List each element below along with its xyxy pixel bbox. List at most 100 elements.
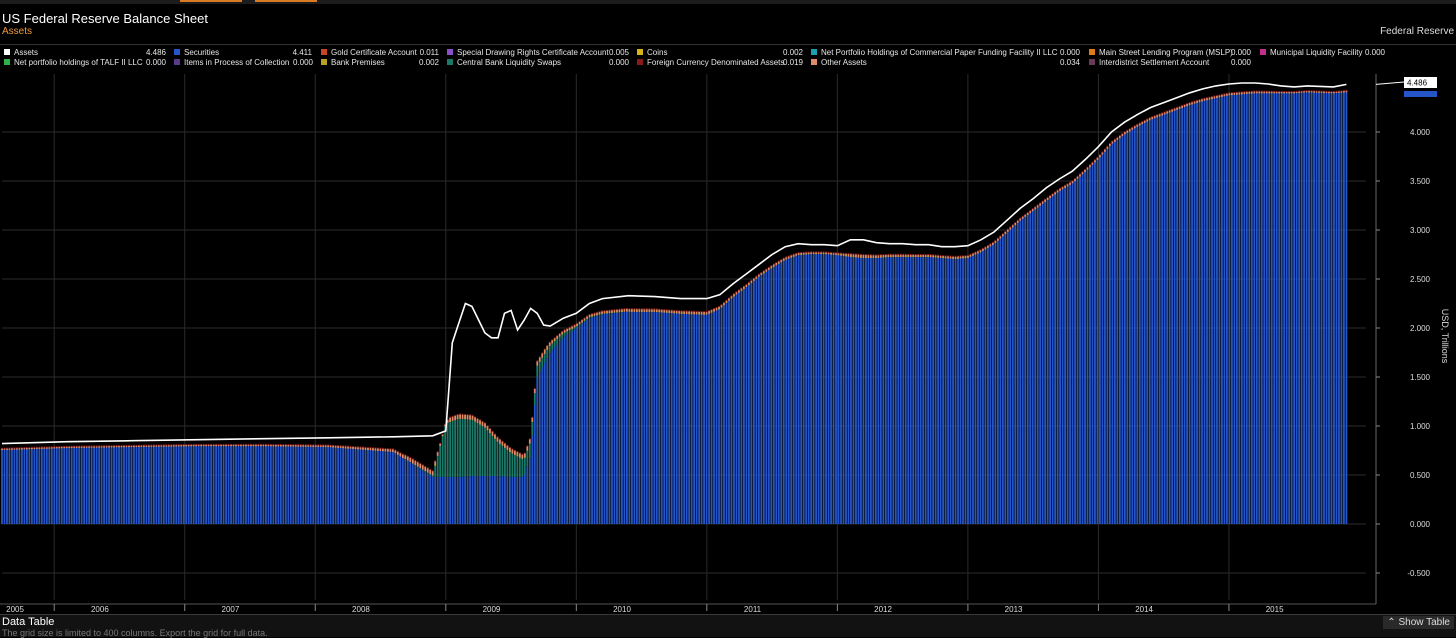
other-assets-bar: [802, 252, 805, 255]
other-assets-bar: [152, 445, 155, 447]
foreign-assets-bar: [105, 445, 108, 447]
foreign-assets-bar: [230, 443, 232, 445]
liquidity-swaps-bar: [479, 424, 481, 476]
legend-entry[interactable]: Coins: [637, 48, 667, 58]
bank-premises-bar: [613, 311, 616, 313]
legend-value: 0.005: [608, 48, 629, 57]
securities-bar: [665, 312, 668, 524]
foreign-assets-bar: [1014, 221, 1017, 223]
securities-bar: [1009, 229, 1012, 524]
foreign-assets-bar: [593, 312, 596, 314]
foreign-assets-bar: [421, 464, 424, 466]
legend-entry[interactable]: Assets: [4, 48, 38, 58]
securities-bar: [1183, 106, 1186, 524]
legend-entry[interactable]: Interdistrict Settlement Account: [1089, 58, 1209, 68]
other-assets-bar: [521, 454, 524, 459]
other-assets-bar: [459, 414, 461, 419]
legend-entry[interactable]: Securities: [174, 48, 219, 58]
legend-entry[interactable]: Gold Certificate Account: [321, 48, 417, 58]
legend-entry[interactable]: Other Assets: [811, 58, 867, 68]
foreign-assets-bar: [837, 252, 840, 254]
securities-bar: [115, 446, 118, 524]
legend-entry[interactable]: Foreign Currency Denominated Assets: [637, 58, 784, 68]
bank-premises-bar: [912, 255, 915, 257]
securities-bar: [690, 313, 693, 524]
top-tab-1[interactable]: [180, 0, 242, 2]
other-assets-bar: [309, 445, 312, 447]
y-tick-label: 3.500: [1410, 177, 1431, 186]
legend-entry[interactable]: Main Street Lending Program (MSLP): [1089, 48, 1233, 58]
securities-bar: [1096, 159, 1099, 525]
securities-bar: [1208, 99, 1211, 525]
other-assets-bar: [165, 445, 168, 447]
other-assets-bar: [387, 448, 389, 452]
legend-entry[interactable]: Items in Process of Collection: [174, 58, 289, 68]
legend-entry[interactable]: Central Bank Liquidity Swaps: [447, 58, 561, 68]
other-assets-bar: [855, 254, 857, 258]
other-assets-bar: [100, 446, 103, 448]
foreign-assets-bar: [528, 438, 531, 440]
foreign-assets-bar: [725, 299, 728, 301]
securities-bar: [924, 256, 927, 524]
foreign-assets-bar: [23, 447, 26, 449]
legend-entry[interactable]: Municipal Liquidity Facility: [1260, 48, 1362, 58]
other-assets-bar: [807, 252, 810, 255]
bank-premises-bar: [531, 420, 534, 422]
other-assets-bar: [222, 444, 225, 447]
securities-bar: [120, 446, 123, 524]
securities-bar: [1064, 187, 1066, 525]
bank-premises-bar: [456, 417, 459, 419]
securities-bar: [603, 314, 606, 524]
other-assets-bar: [578, 321, 581, 325]
last-value-label: 4.486: [1407, 79, 1428, 88]
securities-bar: [914, 256, 917, 524]
securities-bar: [713, 311, 715, 524]
legend-entry[interactable]: Bank Premises: [321, 58, 385, 68]
bank-premises-bar: [665, 311, 668, 313]
foreign-assets-bar: [601, 310, 603, 312]
y-tick-label: 1.000: [1410, 422, 1431, 431]
other-assets-bar: [207, 444, 210, 447]
top-tab-strip: [0, 0, 1456, 4]
securities-bar: [364, 449, 367, 524]
show-table-button[interactable]: ⌃ Show Table: [1383, 616, 1454, 629]
securities-bar: [937, 257, 940, 524]
foreign-assets-bar: [33, 446, 36, 448]
other-assets-bar: [1323, 91, 1325, 93]
legend-entry[interactable]: Net Portfolio Holdings of Commercial Pap…: [811, 48, 1058, 58]
securities-bar: [630, 311, 633, 524]
securities-bar: [147, 446, 150, 524]
legend-label: Net Portfolio Holdings of Commercial Pap…: [821, 48, 1058, 57]
other-assets-bar: [738, 290, 740, 293]
liquidity-swaps-bar: [593, 315, 596, 317]
securities-bar: [882, 256, 885, 524]
securities-bar: [152, 446, 155, 524]
liquidity-swaps-bar: [521, 458, 524, 477]
securities-bar: [324, 446, 327, 524]
other-assets-bar: [230, 444, 232, 447]
other-assets-bar: [78, 446, 81, 448]
securities-bar: [698, 313, 701, 524]
securities-bar: [1091, 164, 1094, 524]
foreign-assets-bar: [1161, 112, 1164, 114]
securities-bar: [414, 465, 417, 524]
legend-entry[interactable]: Special Drawing Rights Certificate Accou…: [447, 48, 609, 58]
other-assets-bar: [785, 257, 788, 260]
securities-bar: [815, 253, 818, 524]
securities-bar: [344, 447, 347, 524]
securities-bar: [533, 405, 536, 524]
legend-entry[interactable]: Net portfolio holdings of TALF II LLC: [4, 58, 143, 68]
foreign-assets-bar: [533, 387, 536, 389]
securities-bar: [777, 263, 780, 524]
other-assets-bar: [1178, 106, 1181, 109]
foreign-assets-bar: [735, 291, 738, 293]
foreign-assets-bar: [586, 315, 588, 317]
top-tab-2[interactable]: [255, 0, 317, 2]
securities-bar: [563, 336, 566, 524]
foreign-assets-bar: [1084, 168, 1086, 170]
foreign-assets-bar: [1318, 90, 1320, 92]
foreign-assets-bar: [394, 449, 397, 451]
other-assets-bar: [250, 444, 252, 447]
securities-bar: [33, 448, 36, 524]
other-assets-bar: [33, 447, 36, 450]
